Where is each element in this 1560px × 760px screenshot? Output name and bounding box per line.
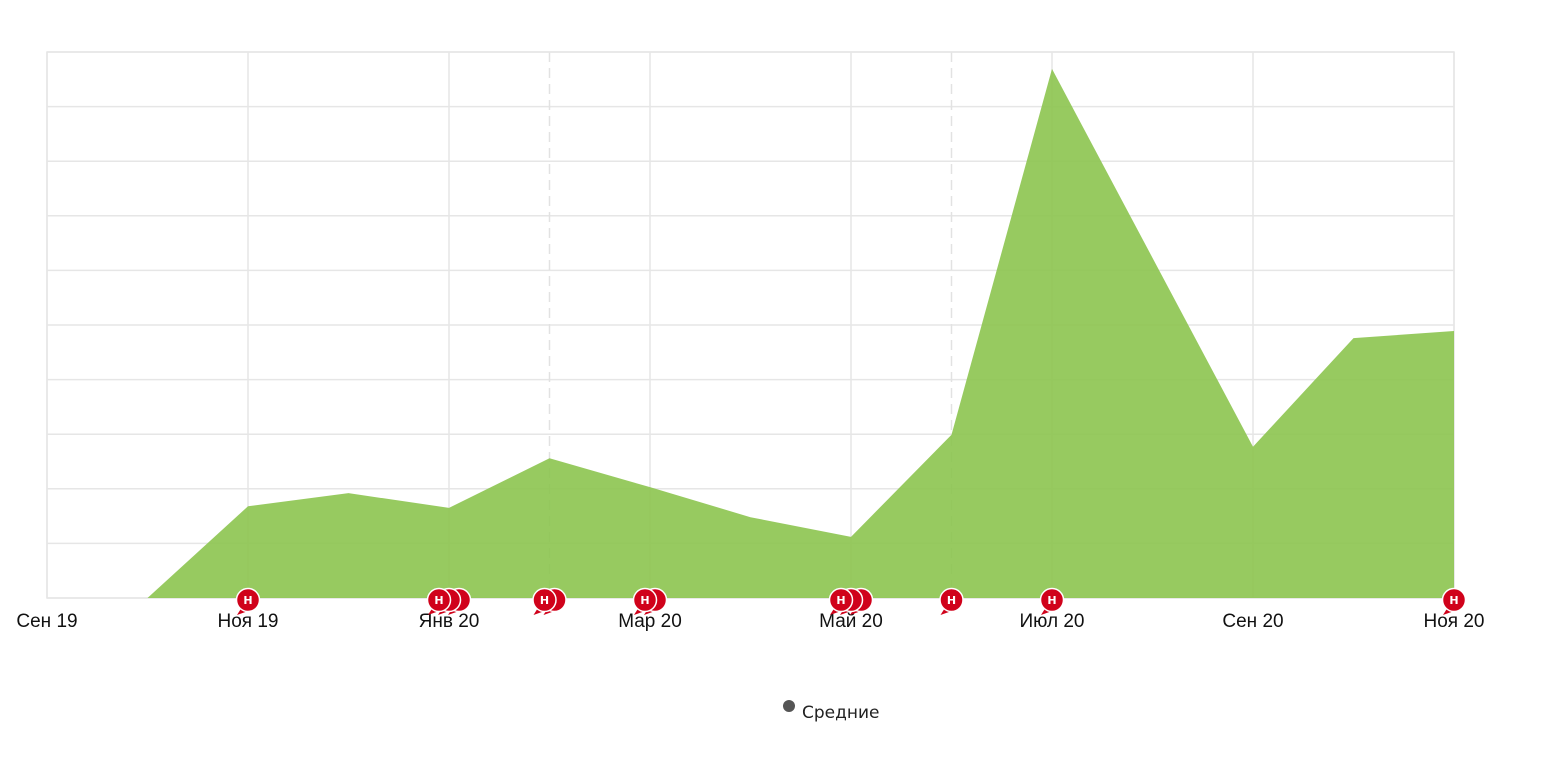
news-bubble	[235, 587, 261, 613]
news-marker: Н	[426, 587, 452, 615]
x-tick-label: Сен 19	[16, 611, 77, 632]
news-marker: Н	[235, 587, 261, 615]
x-tick-label: Мар 20	[618, 611, 682, 632]
news-bubble	[1441, 587, 1467, 613]
news-marker: Н	[939, 587, 964, 615]
news-bubble	[532, 587, 557, 613]
news-label: Н	[1449, 594, 1458, 607]
news-bubble	[426, 587, 452, 613]
news-bubble	[632, 587, 658, 613]
x-tick-label: Май 20	[819, 611, 883, 632]
x-tick-label: Ноя 20	[1424, 611, 1485, 632]
news-marker: Н	[632, 587, 658, 615]
news-label: Н	[836, 594, 845, 607]
news-label: Н	[947, 594, 956, 607]
news-marker: Н	[1039, 587, 1065, 615]
legend-label: Средние	[802, 703, 880, 723]
x-tick-label: Ноя 19	[218, 611, 279, 632]
news-bubble	[939, 587, 964, 613]
x-tick-label: Сен 20	[1222, 611, 1283, 632]
news-label: Н	[243, 594, 252, 607]
x-tick-label: Июл 20	[1020, 611, 1085, 632]
area	[47, 68, 1454, 598]
legend-marker	[783, 700, 795, 712]
news-marker: Н	[828, 587, 854, 615]
news-bubble	[828, 587, 854, 613]
news-label: Н	[434, 594, 443, 607]
news-label: Н	[540, 594, 549, 607]
news-marker: Н	[532, 587, 557, 615]
news-marker: Н	[1441, 587, 1467, 615]
news-bubble	[1039, 587, 1065, 613]
news-label: Н	[640, 594, 649, 607]
news-label: Н	[1047, 594, 1056, 607]
x-tick-label: Янв 20	[419, 611, 480, 632]
